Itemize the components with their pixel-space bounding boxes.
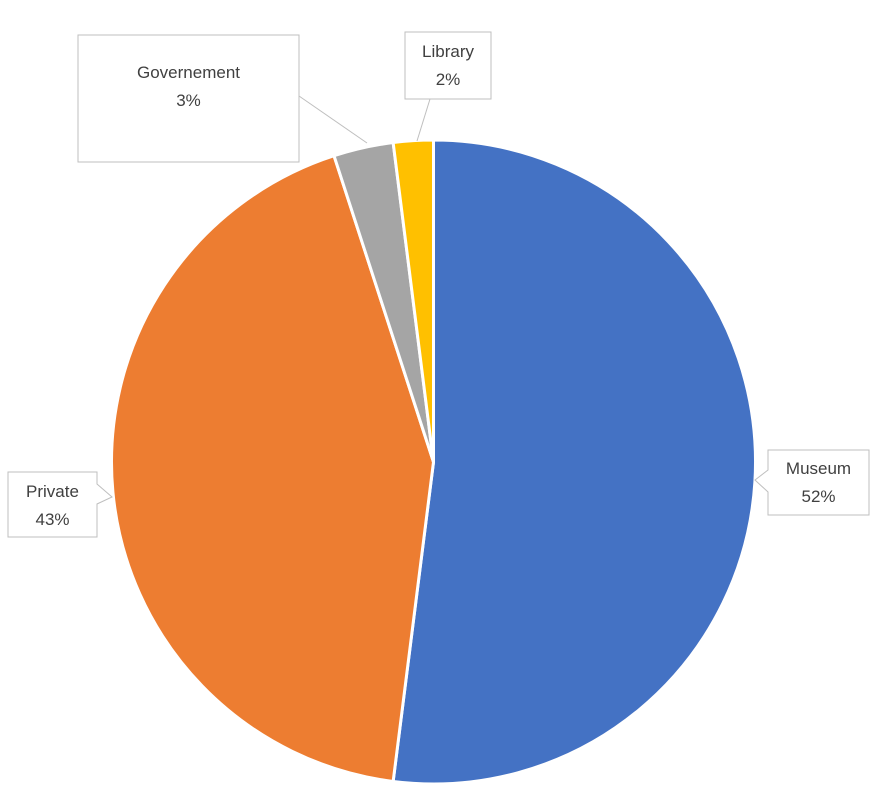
label-governement-value: 3%	[176, 91, 201, 110]
label-library-name: Library	[422, 42, 474, 61]
slice-library	[391, 138, 435, 463]
leader-line-governement	[298, 95, 368, 144]
label-library-value: 2%	[436, 70, 461, 89]
label-museum-name: Museum	[786, 459, 851, 478]
label-private-name: Private	[26, 482, 79, 501]
label-governement-name: Governement	[137, 63, 240, 82]
leader-line-library	[416, 98, 431, 142]
callout-private: Private 43%	[7, 471, 113, 538]
label-museum-value: 52%	[801, 487, 835, 506]
pie-slices	[110, 138, 757, 786]
slice-museum	[391, 138, 757, 786]
callout-box-library	[404, 31, 492, 100]
callout-box-private	[7, 471, 113, 538]
callout-museum: Museum 52%	[754, 449, 870, 516]
label-private-value: 43%	[35, 510, 69, 529]
callout-governement: Governement 3%	[77, 34, 368, 163]
callout-box-governement	[77, 34, 300, 163]
callout-library: Library 2%	[404, 31, 492, 142]
slice-private	[110, 153, 436, 784]
callout-box-museum	[754, 449, 870, 516]
